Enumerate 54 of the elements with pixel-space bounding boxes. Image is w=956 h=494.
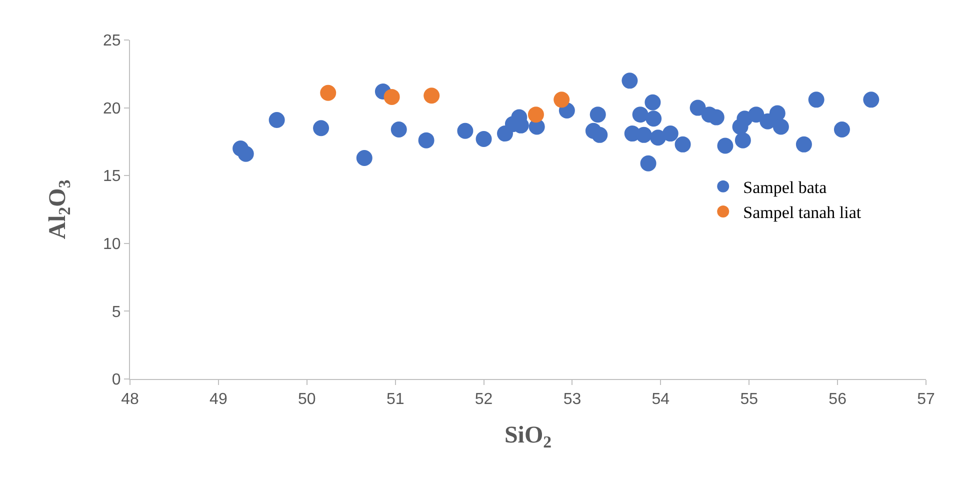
x-tick-label: 55 (740, 391, 758, 408)
point (808, 92, 824, 108)
x-tick-label: 57 (917, 391, 935, 408)
point (632, 106, 648, 123)
point (796, 136, 812, 152)
legend-label: Sampel tanah liat (743, 203, 862, 222)
y-tick-label: 20 (103, 100, 121, 118)
point (644, 94, 661, 110)
point (734, 132, 751, 148)
point (690, 100, 706, 116)
point (390, 122, 407, 138)
point (748, 106, 764, 123)
point (636, 126, 652, 143)
x-tick-label: 49 (210, 391, 228, 408)
point (863, 92, 880, 108)
point (528, 106, 544, 123)
point (418, 132, 434, 148)
point (457, 122, 474, 139)
point (662, 126, 678, 142)
x-tick-label: 51 (386, 391, 404, 408)
point (356, 150, 372, 166)
point (424, 88, 440, 104)
x-axis-title: SiO$_{2}$ (504, 422, 552, 452)
point (268, 112, 285, 128)
point (708, 109, 724, 126)
point (238, 146, 254, 162)
point (646, 110, 662, 127)
point (590, 106, 606, 123)
x-tick-label: 53 (563, 391, 582, 408)
y-tick-label: 25 (103, 32, 121, 50)
point (717, 138, 734, 154)
point (650, 130, 666, 146)
point (640, 155, 656, 172)
x-tick-label: 54 (652, 391, 670, 408)
point (834, 122, 850, 138)
x-tick-label: 56 (828, 391, 847, 408)
point (320, 84, 336, 101)
point (772, 118, 789, 135)
y-tick-label: 15 (103, 168, 121, 186)
x-tick-label: 48 (121, 391, 139, 408)
point (674, 136, 691, 152)
point (384, 88, 400, 105)
x-tick-label: 50 (298, 391, 316, 408)
y-tick-label: 10 (103, 236, 121, 253)
y-tick-label: 5 (112, 304, 121, 321)
point (622, 72, 638, 89)
point (592, 126, 608, 143)
point (313, 120, 330, 136)
point (476, 130, 492, 147)
x-tick-label: 52 (474, 391, 493, 408)
y-tick-label: 0 (112, 372, 121, 389)
point (769, 105, 786, 122)
legend-label: Sampel bata (743, 178, 828, 197)
point (554, 92, 570, 108)
